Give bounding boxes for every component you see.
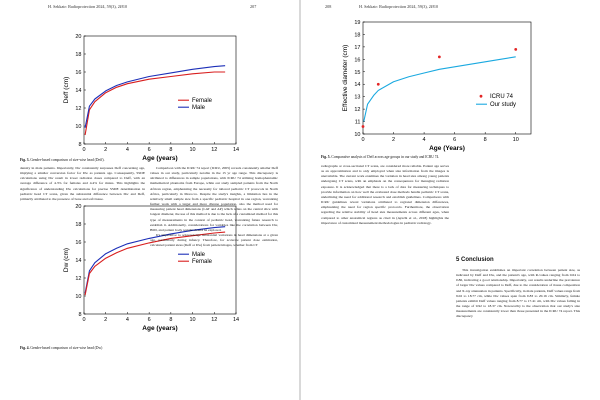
legend-label: ICRU 74 <box>490 94 514 100</box>
x-axis-label: Age (years) <box>142 155 177 162</box>
y-axis-label: Dw (cm) <box>63 248 70 272</box>
y-tick-label: 14 <box>75 88 81 94</box>
figure-3-caption-text: Gender-based comparison of size-wise hea… <box>30 158 105 162</box>
y-tick-label: 8 <box>78 142 81 148</box>
x-tick-label: 0 <box>82 147 85 153</box>
data-point <box>514 47 518 51</box>
x-tick-label: 6 <box>148 147 151 153</box>
data-point <box>437 55 441 59</box>
x-tick-label: 14 <box>233 317 239 323</box>
y-tick-label: 12 <box>354 107 360 113</box>
legend-label: Male <box>192 252 206 258</box>
figure-3-label: Fig. 3. <box>20 158 30 162</box>
x-tick-label: 14 <box>233 147 239 153</box>
legend-marker <box>479 94 483 98</box>
y-tick-label: 12 <box>75 276 81 282</box>
conclusion-heading: 5 Conclusion <box>456 257 494 263</box>
y-tick-label: 10 <box>354 132 360 138</box>
x-tick-label: 10 <box>190 147 196 153</box>
series-line <box>84 65 226 128</box>
legend-label: Male <box>192 105 206 111</box>
x-tick-label: 6 <box>148 317 151 323</box>
y-tick-label: 19 <box>354 20 360 26</box>
figure-5-label: Fig. 5. <box>321 155 331 159</box>
page-number: 207 <box>250 4 257 9</box>
y-tick-label: 12 <box>75 106 81 112</box>
series-line <box>84 71 226 136</box>
page-number: 208 <box>325 4 332 9</box>
legend-label: Female <box>192 98 213 104</box>
y-tick-label: 13 <box>354 95 360 101</box>
data-point <box>376 82 380 86</box>
x-tick-label: 2 <box>392 137 395 143</box>
deff-gender-chart: 0 2 4 6 8 10 12 14 8 10 12 14 16 18 20 Age (years) Deff … <box>63 34 239 162</box>
y-tick-label: 17 <box>354 45 360 51</box>
right-column-1-text: radiographs or cross-sectional CT scans,… <box>321 164 449 400</box>
figure-3-caption: Fig. 3. Gender-based comparison of size-… <box>20 158 105 162</box>
dw-gender-chart: 0 2 4 6 8 10 12 14 8 10 12 14 16 18 20 Age (years) Dw (c… <box>63 204 239 332</box>
y-tick-label: 16 <box>75 70 81 76</box>
left-column-2-text: Comparison with the ICRU 74 report (ICRU… <box>150 166 278 398</box>
x-tick-label: 6 <box>453 137 456 143</box>
y-axis-label: Deff (cm) <box>63 77 70 104</box>
y-axis-label: Effective diameter (cm) <box>342 45 349 112</box>
series-line <box>84 226 226 294</box>
plot-frame <box>362 21 532 135</box>
x-tick-label: 10 <box>190 317 196 323</box>
y-tick-label: 18 <box>354 32 360 38</box>
x-tick-label: 0 <box>361 137 364 143</box>
x-tick-label: 4 <box>126 147 129 153</box>
paragraph: It's imperative to acknowledge substanti… <box>150 233 278 248</box>
figure-4-label: Fig. 4. <box>20 346 30 350</box>
legend-label: Female <box>192 259 213 265</box>
y-tick-label: 18 <box>75 222 81 228</box>
conclusion-paragraph: This investigation establishes an import… <box>456 268 580 319</box>
y-tick-label: 14 <box>354 82 360 88</box>
data-point <box>361 125 365 128</box>
figure-4-caption: Fig. 4. Gender-based comparison of size-… <box>20 346 102 350</box>
running-head: H. Sekkatr: Radioprotection 2024, 59(3),… <box>359 4 439 9</box>
left-column-1-text: density in male patients. Importantly, D… <box>20 166 145 398</box>
y-tick-label: 15 <box>354 70 360 76</box>
series-line <box>84 231 226 296</box>
figure-5-caption: Fig. 5. Comparative analysis of Deff acr… <box>321 155 439 159</box>
right-page: H. Sekkatr: Radioprotection 2024, 59(3),… <box>301 0 600 400</box>
paragraph: density in male patients. Importantly, D… <box>20 166 145 201</box>
x-tick-label: 2 <box>104 147 107 153</box>
x-axis-label: Age (years) <box>142 325 177 332</box>
x-tick-label: 8 <box>169 147 172 153</box>
x-tick-label: 8 <box>169 317 172 323</box>
x-tick-label: 8 <box>484 137 487 143</box>
right-column-2-text: This investigation establishes an import… <box>456 268 580 398</box>
left-page: H. Sekkatr: Radioprotection 2024, 59(3),… <box>0 0 299 400</box>
x-tick-label: 12 <box>211 147 217 153</box>
y-tick-label: 10 <box>75 124 81 130</box>
figure-4-caption-text: Gender-based comparison of size-wise hea… <box>30 346 103 350</box>
x-tick-label: 10 <box>513 137 519 143</box>
y-tick-label: 20 <box>75 204 81 210</box>
x-tick-label: 4 <box>126 317 129 323</box>
y-tick-label: 10 <box>75 294 81 300</box>
running-head: H. Sekkatr: Radioprotection 2024, 59(3),… <box>48 4 128 9</box>
legend-label: Our study <box>490 102 516 108</box>
x-tick-label: 2 <box>104 317 107 323</box>
x-axis-label: Age (Years) <box>429 145 465 152</box>
paragraph: radiographs or cross-sectional CT scans,… <box>321 164 449 225</box>
y-tick-label: 11 <box>355 120 361 126</box>
x-tick-label: 12 <box>211 317 217 323</box>
x-tick-label: 0 <box>82 317 85 323</box>
figure-5-caption-text: Comparative analysis of Deff across age … <box>331 155 440 159</box>
y-tick-label: 14 <box>75 258 81 264</box>
effective-diameter-chart: 0 2 4 6 8 10 10 11 12 13 14 15 16 17 18 19 Age (Years) Ef… <box>342 20 532 152</box>
x-tick-label: 4 <box>423 137 426 143</box>
y-tick-label: 16 <box>354 57 360 63</box>
y-tick-label: 8 <box>78 312 81 318</box>
y-tick-label: 16 <box>75 240 81 246</box>
y-tick-label: 18 <box>75 52 81 58</box>
paragraph: Comparison with the ICRU 74 report (ICRU… <box>150 166 278 232</box>
y-tick-label: 20 <box>75 34 81 40</box>
series-line <box>363 56 516 122</box>
